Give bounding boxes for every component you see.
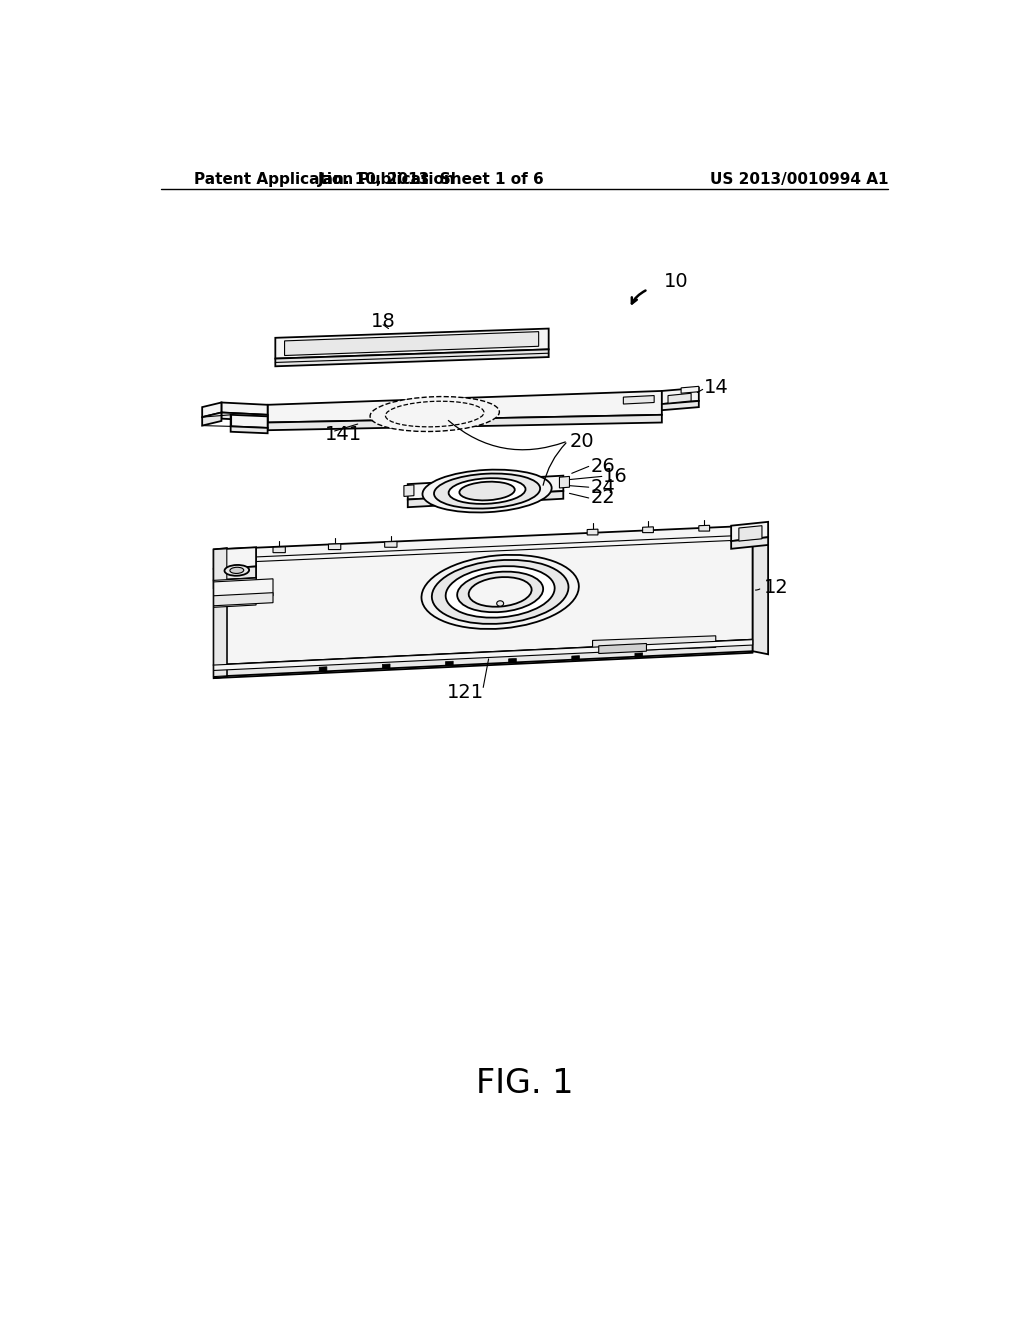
Ellipse shape (432, 560, 568, 624)
Ellipse shape (434, 474, 540, 508)
Polygon shape (214, 549, 226, 677)
Ellipse shape (449, 478, 525, 504)
Polygon shape (731, 537, 768, 549)
Polygon shape (202, 412, 221, 425)
Polygon shape (285, 331, 539, 355)
Ellipse shape (423, 470, 552, 512)
Text: 26: 26 (590, 457, 615, 477)
Polygon shape (214, 593, 273, 606)
Polygon shape (643, 527, 653, 533)
Text: 12: 12 (764, 578, 788, 597)
Polygon shape (214, 525, 753, 665)
Text: Patent Application Publication: Patent Application Publication (194, 172, 455, 186)
Polygon shape (593, 636, 716, 652)
Polygon shape (753, 525, 768, 655)
Polygon shape (221, 412, 267, 421)
Text: FIG. 1: FIG. 1 (476, 1068, 573, 1101)
Polygon shape (221, 403, 267, 414)
Ellipse shape (385, 401, 484, 426)
Ellipse shape (224, 565, 249, 576)
Polygon shape (662, 388, 698, 404)
Polygon shape (385, 541, 397, 548)
Ellipse shape (460, 482, 515, 500)
Polygon shape (668, 393, 691, 404)
Text: Jan. 10, 2013  Sheet 1 of 6: Jan. 10, 2013 Sheet 1 of 6 (317, 172, 544, 186)
Polygon shape (571, 656, 580, 660)
Polygon shape (275, 350, 549, 367)
Polygon shape (731, 521, 768, 541)
Polygon shape (509, 659, 516, 663)
Ellipse shape (230, 568, 244, 573)
Polygon shape (214, 548, 226, 678)
Polygon shape (445, 661, 454, 665)
Polygon shape (662, 401, 698, 411)
Polygon shape (214, 578, 256, 599)
Polygon shape (214, 640, 753, 671)
Polygon shape (214, 640, 753, 677)
Ellipse shape (445, 566, 555, 618)
Text: 18: 18 (371, 312, 395, 331)
Text: 14: 14 (705, 379, 729, 397)
Text: 10: 10 (665, 272, 689, 292)
Text: 141: 141 (326, 425, 362, 444)
Polygon shape (230, 426, 267, 433)
Polygon shape (214, 579, 273, 599)
Text: US 2013/0010994 A1: US 2013/0010994 A1 (710, 172, 888, 186)
Polygon shape (403, 484, 414, 496)
Text: 24: 24 (590, 478, 615, 496)
Polygon shape (214, 598, 256, 607)
Ellipse shape (457, 572, 543, 612)
Polygon shape (739, 525, 762, 541)
Polygon shape (267, 391, 662, 422)
Polygon shape (329, 544, 341, 549)
Ellipse shape (469, 577, 531, 607)
Polygon shape (267, 414, 662, 430)
Polygon shape (599, 644, 646, 653)
Text: 20: 20 (569, 432, 594, 451)
Text: 16: 16 (603, 467, 628, 486)
Ellipse shape (370, 396, 500, 432)
Polygon shape (214, 566, 256, 581)
Polygon shape (681, 387, 698, 393)
Polygon shape (230, 414, 267, 428)
Polygon shape (408, 475, 563, 499)
Polygon shape (319, 667, 327, 672)
Polygon shape (214, 548, 256, 569)
Polygon shape (635, 653, 643, 657)
Polygon shape (408, 491, 563, 507)
Polygon shape (587, 529, 598, 535)
Polygon shape (275, 329, 549, 359)
Ellipse shape (497, 601, 504, 606)
Polygon shape (382, 664, 390, 669)
Text: 121: 121 (446, 682, 484, 701)
Polygon shape (202, 403, 221, 417)
Polygon shape (214, 578, 256, 589)
Text: 22: 22 (590, 488, 615, 507)
Polygon shape (698, 525, 710, 531)
Polygon shape (559, 477, 569, 488)
Ellipse shape (422, 554, 579, 630)
Polygon shape (624, 396, 654, 404)
Polygon shape (273, 546, 286, 553)
